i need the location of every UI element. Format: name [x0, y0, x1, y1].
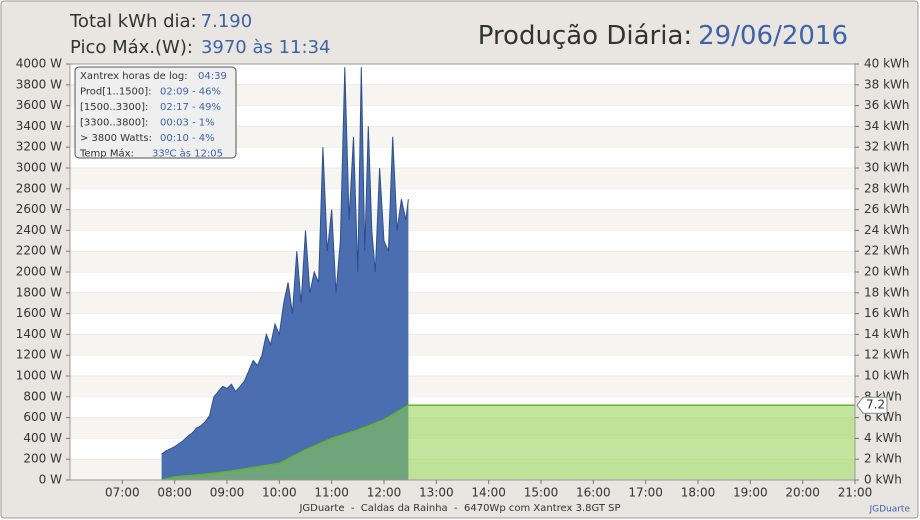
stat-value: 3970 às 11:34 — [201, 37, 331, 58]
y-tick-label: 3200 W — [16, 140, 62, 154]
x-tick-label: 10:00 — [262, 486, 297, 500]
stat: Total kWh dia: 7.190 — [69, 11, 252, 32]
stat-label: Total kWh dia: — [69, 11, 197, 32]
value-label: 7.2 — [866, 398, 885, 412]
y2-tick-label: 16 kWh — [864, 306, 910, 320]
y2-tick-label: 4 kWh — [864, 431, 902, 445]
y2-tick-label: 14 kWh — [864, 327, 910, 341]
info-label: [3300..3800]: — [80, 118, 148, 129]
y2-tick-label: 30 kWh — [864, 161, 910, 175]
x-tick-label: 15:00 — [524, 486, 559, 500]
chart-title: Produção Diária: 29/06/2016 — [478, 21, 848, 51]
info-label: Temp Máx: — [79, 148, 134, 160]
info-label: > 3800 Watts: — [80, 133, 152, 144]
grid-band — [70, 126, 855, 148]
info-label: Prod[1..1500]: — [80, 87, 152, 98]
grid-band — [70, 376, 855, 397]
y-tick-label: 3600 W — [16, 98, 62, 112]
y2-tick-label: 32 kWh — [864, 140, 910, 154]
grid-band — [70, 292, 855, 314]
grid-band — [70, 84, 855, 106]
y-tick-label: 2600 W — [16, 202, 62, 216]
area-line — [161, 67, 409, 455]
x-tick-label: 14:00 — [471, 486, 506, 500]
y2-tick-label: 2 kWh — [864, 452, 902, 466]
info-value: 02:17 - 49% — [160, 102, 221, 113]
y2-tick-label: 34 kWh — [864, 119, 910, 133]
y-tick-label: 200 W — [23, 452, 62, 466]
x-tick-label: 20:00 — [785, 486, 820, 500]
y2-tick-label: 10 kWh — [864, 369, 910, 383]
y-tick-label: 2200 W — [16, 244, 62, 258]
y-tick-label: 4000 W — [16, 57, 62, 71]
y-tick-label: 1800 W — [16, 285, 62, 299]
title-date: 29/06/2016 — [698, 21, 848, 51]
y2-tick-label: 28 kWh — [864, 181, 910, 195]
grid-band — [70, 251, 855, 272]
y2-tick-label: 12 kWh — [864, 348, 910, 362]
info-value: 33ºC às 12:05 — [152, 148, 223, 160]
x-tick-label: 13:00 — [419, 486, 454, 500]
y-tick-label: 3400 W — [16, 119, 62, 133]
x-tick-label: 11:00 — [314, 486, 349, 500]
y-tick-label: 2400 W — [16, 223, 62, 237]
x-tick-label: 09:00 — [210, 486, 245, 500]
stat: Pico Máx.(W): 3970 às 11:34 — [70, 37, 330, 58]
x-tick-label: 12:00 — [367, 486, 402, 500]
grid-band — [70, 168, 855, 189]
x-tick-label: 19:00 — [733, 486, 768, 500]
info-label: Xantrex horas de log: — [80, 71, 188, 82]
y2-tick-label: 38 kWh — [864, 77, 910, 91]
y-tick-label: 1000 W — [16, 369, 62, 383]
y-tick-label: 3000 W — [16, 161, 62, 175]
info-box — [74, 66, 237, 159]
info-label: [1500..3300]: — [80, 102, 148, 113]
y-tick-label: 3800 W — [16, 77, 62, 91]
x-tick-label: 16:00 — [576, 486, 611, 500]
area-line — [161, 404, 855, 481]
credit: JGDuarte — [868, 505, 910, 515]
y2-tick-label: 36 kWh — [864, 98, 910, 112]
y-tick-label: 2800 W — [16, 181, 62, 195]
y-tick-label: 1600 W — [16, 306, 62, 320]
title-label: Produção Diária: — [478, 21, 692, 51]
y2-tick-label: 0 kWh — [864, 473, 902, 487]
x-tick-label: 21:00 — [838, 486, 873, 500]
x-tick-label: 17:00 — [628, 486, 663, 500]
info-value: 04:39 — [198, 71, 227, 82]
y-tick-label: 800 W — [23, 389, 62, 403]
y-tick-label: 1400 W — [16, 327, 62, 341]
y2-tick-label: 20 kWh — [864, 265, 910, 279]
y2-tick-label: 26 kWh — [864, 202, 910, 216]
y-tick-label: 2000 W — [16, 265, 62, 279]
y-tick-label: 400 W — [23, 431, 62, 445]
footer: JGDuarte - Caldas da Rainha - 6470Wp com… — [298, 503, 620, 514]
stat-value: 7.190 — [201, 11, 253, 32]
y2-tick-label: 18 kWh — [864, 285, 910, 299]
y2-tick-label: 40 kWh — [864, 57, 910, 71]
grid-band — [70, 209, 855, 231]
info-value: 00:10 - 4% — [160, 133, 215, 144]
info-value: 02:09 - 46% — [160, 87, 221, 98]
end-label-box — [856, 396, 888, 414]
info-value: 00:03 - 1% — [160, 118, 215, 129]
y2-tick-label: 22 kWh — [864, 244, 910, 258]
y-tick-label: 0 W — [39, 473, 62, 487]
x-tick-label: 08:00 — [157, 486, 192, 500]
stat-label: Pico Máx.(W): — [70, 37, 193, 58]
grid-band — [70, 334, 855, 356]
y-tick-label: 1200 W — [16, 348, 62, 362]
y-tick-label: 600 W — [23, 410, 62, 424]
area — [161, 405, 856, 480]
area — [161, 67, 409, 480]
x-tick-label: 07:00 — [105, 486, 140, 500]
y2-tick-label: 24 kWh — [864, 223, 910, 237]
x-tick-label: 18:00 — [681, 486, 716, 500]
